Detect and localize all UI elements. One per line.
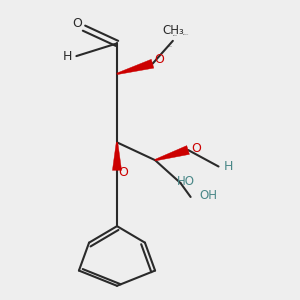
Text: H: H <box>224 160 233 173</box>
Text: methyl: methyl <box>168 45 173 46</box>
Text: O: O <box>154 53 164 66</box>
Text: HO: HO <box>176 175 194 188</box>
Text: O: O <box>118 166 128 179</box>
Text: CH₃: CH₃ <box>163 24 184 37</box>
Polygon shape <box>117 59 154 75</box>
Text: O: O <box>191 142 201 155</box>
Text: methoxy: methoxy <box>182 34 189 35</box>
Text: OH: OH <box>200 189 217 202</box>
Text: O: O <box>73 16 82 30</box>
Polygon shape <box>155 146 189 161</box>
Text: H: H <box>63 50 72 63</box>
Text: methyl: methyl <box>173 35 178 36</box>
Polygon shape <box>112 142 122 170</box>
